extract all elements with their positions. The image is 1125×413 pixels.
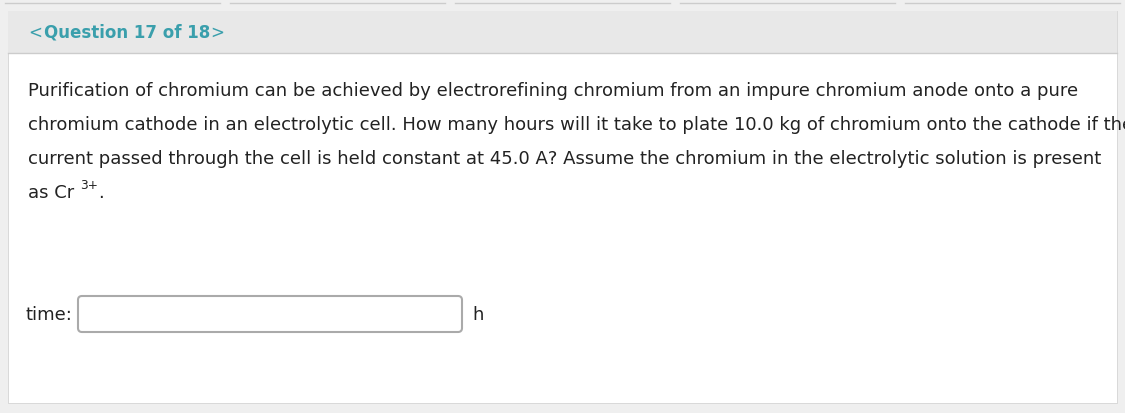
Text: .: . — [98, 183, 104, 202]
Text: 3+: 3+ — [80, 178, 98, 192]
FancyBboxPatch shape — [8, 12, 1117, 403]
Text: as Cr: as Cr — [28, 183, 74, 202]
Text: Question 17 of 18: Question 17 of 18 — [44, 24, 210, 42]
Text: chromium cathode in an electrolytic cell. How many hours will it take to plate 1: chromium cathode in an electrolytic cell… — [28, 116, 1125, 134]
FancyBboxPatch shape — [78, 296, 462, 332]
FancyBboxPatch shape — [8, 12, 1117, 54]
Text: h: h — [472, 305, 484, 323]
Text: current passed through the cell is held constant at 45.0 A? Assume the chromium : current passed through the cell is held … — [28, 150, 1101, 168]
Text: time:: time: — [25, 305, 72, 323]
Text: <: < — [28, 24, 42, 42]
Text: >: > — [210, 24, 224, 42]
Text: Purification of chromium can be achieved by electrorefining chromium from an imp: Purification of chromium can be achieved… — [28, 82, 1078, 100]
